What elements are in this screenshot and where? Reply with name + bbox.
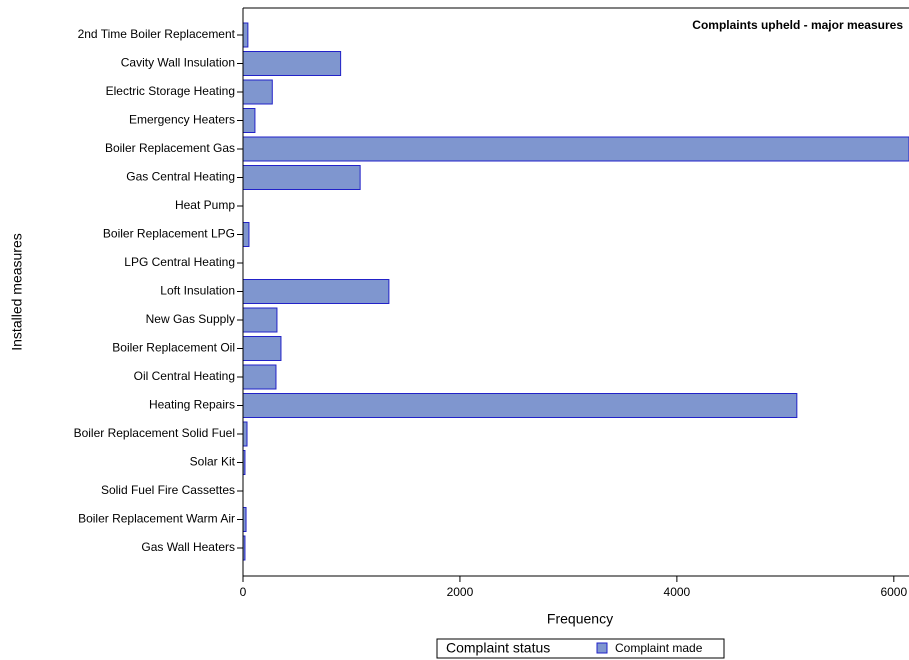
bar bbox=[243, 507, 247, 532]
y-tick-label: Boiler Replacement LPG bbox=[103, 227, 235, 241]
y-tick-label: Boiler Replacement Warm Air bbox=[78, 512, 235, 526]
legend-box bbox=[436, 638, 725, 659]
bar bbox=[243, 79, 273, 105]
legend-label: Complaint made bbox=[615, 641, 703, 655]
y-tick-label: Solar Kit bbox=[190, 455, 236, 469]
y-tick-label: Heat Pump bbox=[175, 198, 235, 212]
bar bbox=[243, 336, 282, 361]
bar bbox=[243, 450, 246, 475]
bar bbox=[243, 364, 277, 390]
bar bbox=[243, 393, 798, 418]
bars bbox=[243, 22, 909, 561]
y-tick-label: Heating Repairs bbox=[149, 398, 235, 412]
x-tick-label: 0 bbox=[240, 585, 247, 599]
bar bbox=[243, 108, 256, 133]
legend-swatch bbox=[596, 642, 608, 654]
y-tick-label: Electric Storage Heating bbox=[106, 84, 235, 98]
y-tick-label: Cavity Wall Insulation bbox=[121, 56, 235, 70]
y-axis-label: Installed measures bbox=[9, 233, 25, 351]
y-tick-label: LPG Central Heating bbox=[124, 255, 235, 269]
y-tick-label: Solid Fuel Fire Cassettes bbox=[101, 483, 235, 497]
y-tick-label: Emergency Heaters bbox=[129, 113, 235, 127]
chart-title: Complaints upheld - major measures bbox=[692, 18, 903, 32]
x-tick-label: 2000 bbox=[447, 585, 474, 599]
bar bbox=[243, 222, 250, 247]
x-axis-label: Frequency bbox=[547, 611, 613, 627]
x-tick-label: 4000 bbox=[664, 585, 691, 599]
y-tick-label: New Gas Supply bbox=[146, 312, 235, 326]
y-tick-label: Gas Central Heating bbox=[126, 170, 235, 184]
x-tick-label: 6000 bbox=[880, 585, 907, 599]
y-tick-label: Boiler Replacement Solid Fuel bbox=[74, 426, 235, 440]
bar bbox=[243, 279, 390, 304]
legend-title: Complaint status bbox=[446, 640, 550, 656]
bar bbox=[243, 307, 278, 333]
bar bbox=[243, 421, 248, 447]
bar bbox=[243, 136, 909, 162]
bar bbox=[243, 51, 342, 76]
y-tick-label: Loft Insulation bbox=[160, 284, 235, 298]
bar bbox=[243, 165, 361, 190]
bar bbox=[243, 22, 249, 48]
y-tick-label: Gas Wall Heaters bbox=[141, 540, 235, 554]
y-tick-label: 2nd Time Boiler Replacement bbox=[78, 27, 236, 41]
y-tick-label: Boiler Replacement Gas bbox=[105, 141, 235, 155]
y-tick-label: Oil Central Heating bbox=[134, 369, 235, 383]
y-tick-label: Boiler Replacement Oil bbox=[112, 341, 235, 355]
bar bbox=[243, 535, 246, 561]
